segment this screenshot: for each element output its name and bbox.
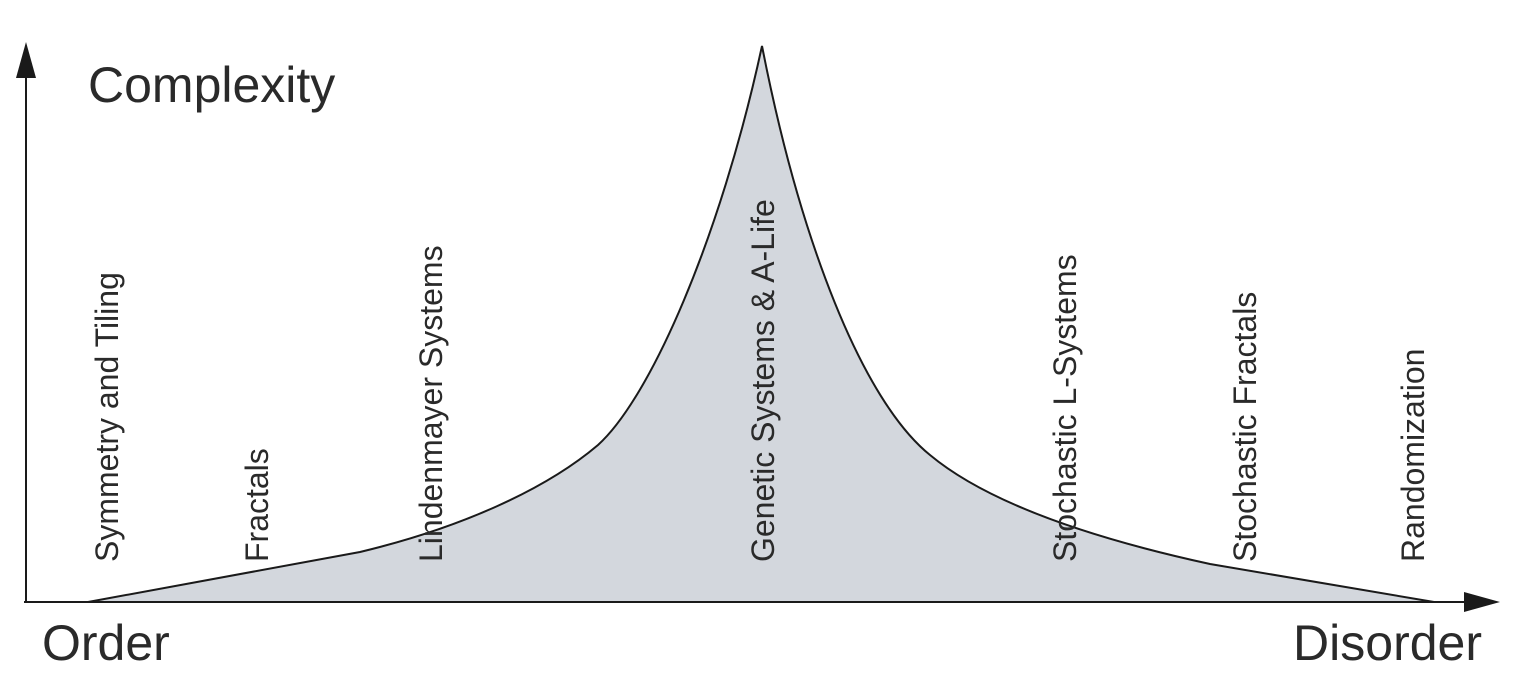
x-axis-end-label: Disorder (1293, 615, 1482, 671)
category-label-fractals: Fractals (239, 448, 275, 562)
x-axis-start-label: Order (42, 615, 170, 671)
category-label-randomization: Randomization (1395, 349, 1431, 562)
category-label-genetic-systems-a-life: Genetic Systems & A-Life (745, 199, 781, 562)
complexity-curve-area (87, 45, 1435, 603)
category-label-lindenmayer-systems: Lindenmayer Systems (413, 245, 449, 562)
y-axis-title: Complexity (88, 57, 335, 113)
category-label-stochastic-fractals: Stochastic Fractals (1227, 292, 1263, 562)
y-axis-arrow-icon (16, 42, 36, 78)
category-label-stochastic-l-systems: Stochastic L-Systems (1047, 254, 1083, 562)
x-axis-arrow-icon (1464, 592, 1500, 612)
category-label-symmetry-and-tiling: Symmetry and Tiling (89, 272, 125, 562)
